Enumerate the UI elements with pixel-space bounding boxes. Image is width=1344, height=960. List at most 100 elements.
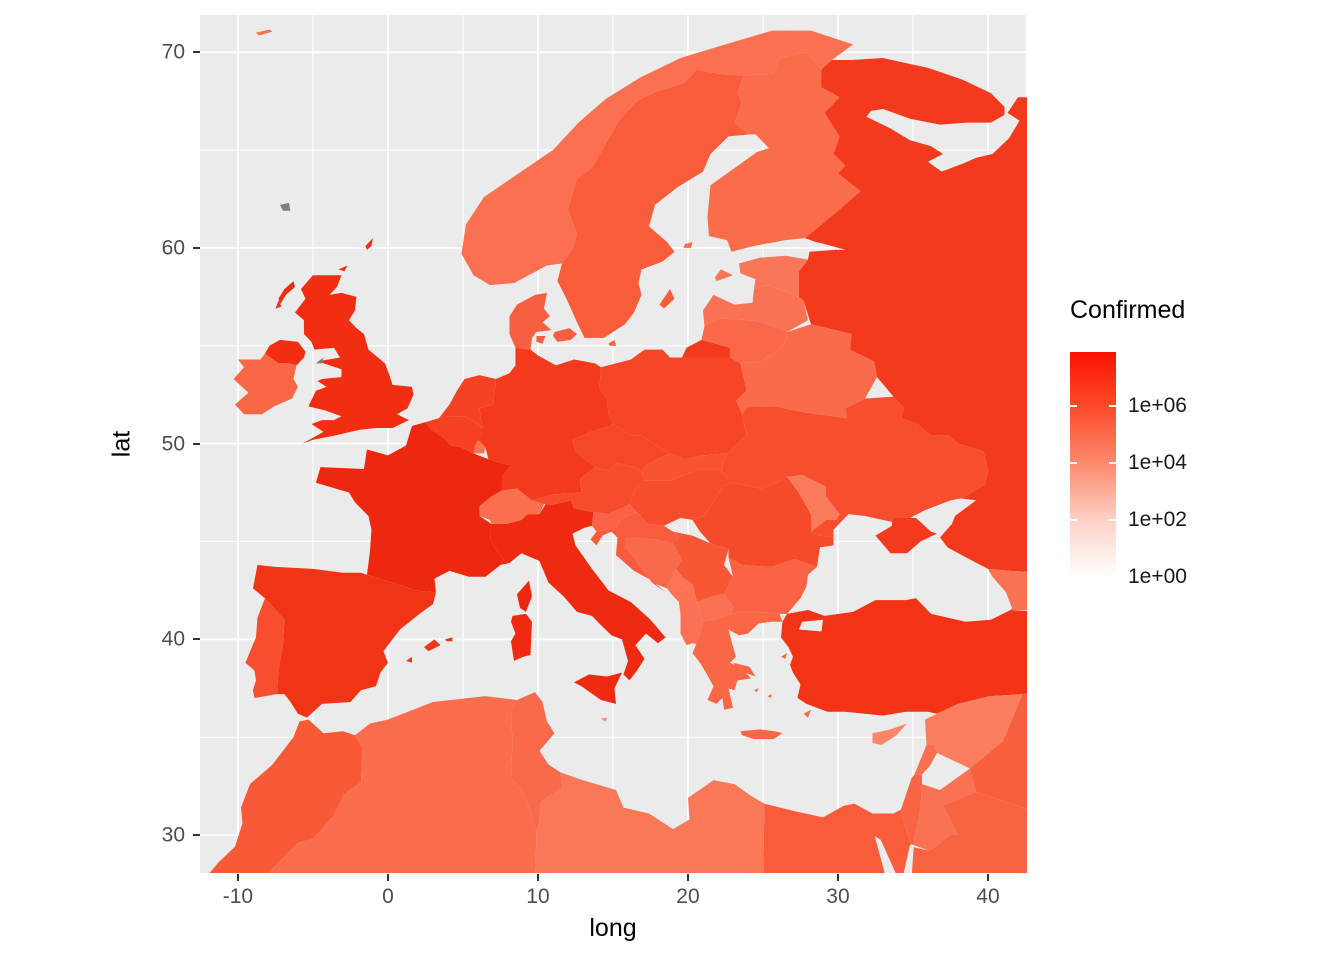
- region-belarus: [735, 324, 877, 419]
- region-croatia: [590, 512, 679, 593]
- x-tick-label: 0: [382, 885, 394, 908]
- x-tick-label: 30: [826, 885, 850, 908]
- legend-tick-mark: [1109, 461, 1116, 464]
- region-ukraine: [720, 396, 988, 538]
- region-united-kingdom: [365, 238, 373, 250]
- legend-tick-mark: [1070, 461, 1077, 464]
- region-russia: [875, 517, 937, 554]
- region-greece: [740, 729, 783, 740]
- region-algeria: [268, 696, 537, 873]
- region-slovenia: [591, 504, 637, 532]
- region-france: [516, 580, 532, 612]
- region-montenegro: [666, 568, 693, 603]
- region-greece: [732, 662, 756, 677]
- region-north-macedonia: [696, 594, 733, 622]
- region-libya: [535, 772, 765, 873]
- y-tick-mark: [193, 638, 200, 641]
- region-jordan: [912, 768, 976, 851]
- region-red-sea: [903, 844, 914, 873]
- region-finland: [683, 242, 693, 248]
- region-russia: [798, 58, 1027, 572]
- x-tick-label: -10: [222, 885, 254, 908]
- region-moldova: [786, 474, 840, 532]
- region-germany: [477, 347, 613, 501]
- region-spain: [252, 564, 436, 718]
- x-tick-mark: [536, 874, 539, 881]
- x-tick-label: 40: [976, 885, 1000, 908]
- region-spain: [444, 637, 453, 642]
- region-czechia: [572, 424, 670, 472]
- region-united-kingdom: [338, 265, 348, 272]
- y-tick-mark: [193, 442, 200, 445]
- legend: Confirmed 1e+06 1e+04 1e+02 1e+00: [1070, 296, 1300, 590]
- region-hungary: [629, 471, 732, 526]
- region-turkey: [780, 598, 1027, 716]
- y-axis-title: lat: [107, 430, 136, 458]
- europe-choropleth-map: [200, 15, 1027, 873]
- region-spain: [405, 656, 412, 663]
- region-iraq: [969, 693, 1027, 809]
- region-italy: [510, 613, 532, 661]
- x-tick-mark: [836, 874, 839, 881]
- region-united-kingdom: [264, 339, 306, 366]
- region-ireland: [233, 353, 298, 415]
- region-netherlands: [438, 375, 496, 428]
- region-poland: [599, 349, 747, 460]
- region-greece: [692, 611, 783, 710]
- legend-gradient-bar: [1070, 352, 1116, 590]
- region-lebanon: [914, 745, 937, 775]
- region-cyprus: [872, 723, 907, 746]
- region-malta: [600, 717, 607, 722]
- region-united-kingdom: [275, 300, 282, 309]
- region-sweden: [659, 288, 675, 309]
- region-denmark: [509, 292, 552, 350]
- legend-tick-label: 1e+00: [1128, 564, 1187, 588]
- region-red-sea: [874, 836, 896, 873]
- region-austria: [531, 463, 645, 515]
- y-tick-label: 60: [161, 236, 185, 260]
- region-italy: [573, 672, 622, 704]
- region-romania: [692, 476, 834, 567]
- region-denmark: [536, 335, 546, 344]
- region-greece: [767, 694, 772, 699]
- y-tick-mark: [193, 246, 200, 249]
- x-tick-label: 20: [676, 885, 700, 908]
- region-sweden: [557, 69, 750, 338]
- region-denmark: [608, 339, 616, 346]
- legend-tick-mark: [1070, 519, 1077, 522]
- region-albania: [678, 584, 703, 646]
- region-israel: [900, 774, 922, 845]
- region-lithuania: [701, 318, 787, 364]
- x-tick-label: 10: [526, 885, 550, 908]
- legend-tick-mark: [1070, 575, 1077, 578]
- region-denmark: [552, 328, 577, 342]
- legend-tick-mark: [1070, 405, 1077, 408]
- region-tunisia: [510, 692, 562, 832]
- region-faroe-islands: [279, 202, 291, 211]
- legend-tick-mark: [1109, 575, 1116, 578]
- region-switzerland: [479, 488, 544, 524]
- region-luxembourg: [473, 439, 486, 454]
- region-estonia: [714, 269, 733, 282]
- y-tick-label: 50: [161, 432, 185, 456]
- region-serbia: [672, 531, 733, 603]
- region-greece: [780, 653, 787, 659]
- legend-tick-label: 1e+04: [1128, 450, 1187, 474]
- region-morocco: [209, 719, 363, 873]
- legend-tick-label: 1e+02: [1128, 508, 1187, 532]
- x-tick-mark: [986, 874, 989, 881]
- legend-tick-mark: [1109, 405, 1116, 408]
- region-portugal: [245, 598, 285, 699]
- region-norway: [461, 30, 853, 286]
- region-russia: [681, 339, 730, 358]
- region-finland: [707, 52, 861, 252]
- region-jan-mayen: [255, 29, 273, 36]
- region-bulgaria: [723, 557, 817, 614]
- region-united-kingdom: [294, 275, 414, 444]
- x-tick-mark: [386, 874, 389, 881]
- x-tick-mark: [686, 874, 689, 881]
- region-united-kingdom: [278, 281, 295, 305]
- region-sea-of-marmara: [798, 619, 823, 632]
- y-tick-mark: [193, 834, 200, 837]
